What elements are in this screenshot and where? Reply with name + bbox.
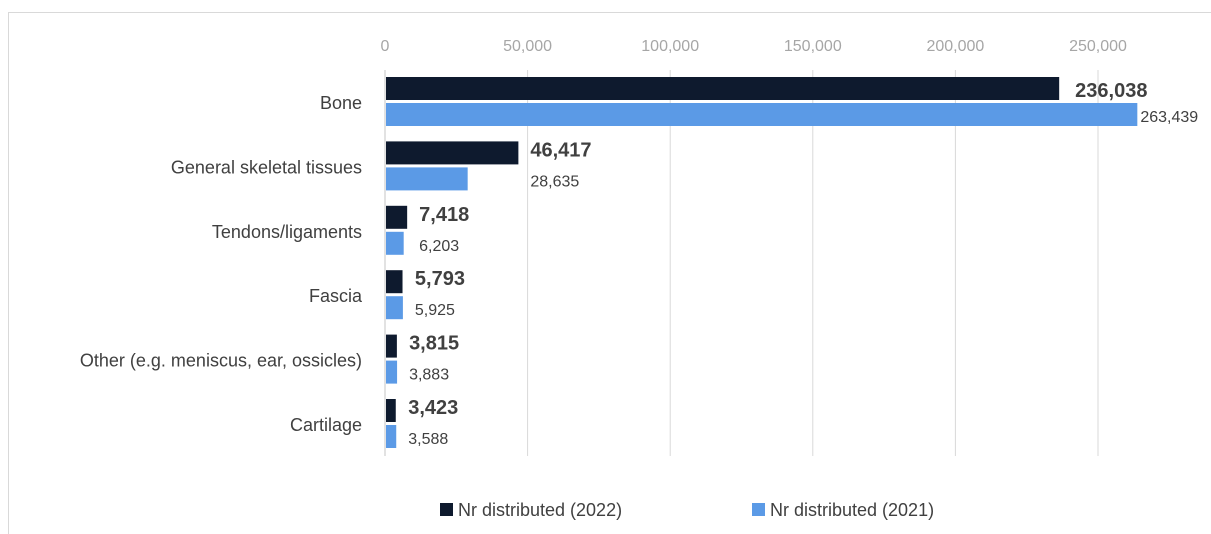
bar-2022 bbox=[386, 399, 396, 422]
bar-2021 bbox=[386, 296, 403, 320]
bar-2022 bbox=[386, 205, 408, 229]
category-label: General skeletal tissues bbox=[171, 157, 362, 177]
x-axis-ticks: 0 50,000 100,000 150,000 200,000 250,000 bbox=[381, 38, 1127, 55]
x-tick-label: 50,000 bbox=[503, 38, 552, 55]
category-label: Cartilage bbox=[290, 415, 362, 435]
bar-2021 bbox=[386, 167, 468, 191]
legend-swatch bbox=[440, 503, 453, 516]
data-label-2021: 6,203 bbox=[419, 238, 459, 255]
bar-2021 bbox=[386, 360, 398, 384]
x-tick-label: 100,000 bbox=[641, 38, 699, 55]
bars bbox=[386, 77, 1138, 448]
data-label-2021: 3,883 bbox=[409, 367, 449, 384]
bar-2022 bbox=[386, 334, 397, 358]
category-label: Fascia bbox=[309, 286, 363, 306]
bar-2021 bbox=[386, 103, 1138, 126]
legend: Nr distributed (2022) Nr distributed (202… bbox=[440, 500, 934, 520]
bar-2022 bbox=[386, 77, 1060, 100]
data-label-2022: 3,815 bbox=[409, 333, 459, 355]
data-labels: 236,038 263,439 46,417 28,635 7,418 6,203 5,79… bbox=[408, 80, 1198, 448]
bar-2021 bbox=[386, 425, 397, 448]
category-label: Other (e.g. meniscus, ear, ossicles) bbox=[80, 351, 362, 371]
legend-label: Nr distributed (2022) bbox=[458, 500, 622, 520]
category-label: Tendons/ligaments bbox=[212, 222, 362, 242]
data-label-2021: 5,925 bbox=[415, 302, 455, 319]
x-tick-label: 150,000 bbox=[784, 38, 842, 55]
legend-label: Nr distributed (2021) bbox=[770, 500, 934, 520]
category-label: Bone bbox=[320, 93, 362, 113]
bar-2022 bbox=[386, 141, 519, 165]
data-label-2022: 7,418 bbox=[419, 204, 469, 226]
x-tick-label: 0 bbox=[381, 38, 390, 55]
data-label-2022: 5,793 bbox=[415, 268, 465, 290]
chart-frame bbox=[8, 12, 1211, 534]
gridlines bbox=[527, 70, 1099, 456]
legend-swatch bbox=[752, 503, 765, 516]
data-label-2022: 236,038 bbox=[1075, 80, 1147, 102]
x-tick-label: 250,000 bbox=[1069, 38, 1127, 55]
data-label-2021: 3,588 bbox=[408, 431, 448, 448]
x-tick-label: 200,000 bbox=[926, 38, 984, 55]
data-label-2021: 28,635 bbox=[530, 173, 579, 190]
data-label-2022: 46,417 bbox=[530, 139, 591, 161]
bar-2021 bbox=[386, 231, 404, 255]
bar-2022 bbox=[386, 270, 403, 294]
data-label-2022: 3,423 bbox=[408, 397, 458, 419]
data-label-2021: 263,439 bbox=[1140, 109, 1198, 126]
category-labels: Bone General skeletal tissues Tendons/liga… bbox=[80, 93, 363, 435]
